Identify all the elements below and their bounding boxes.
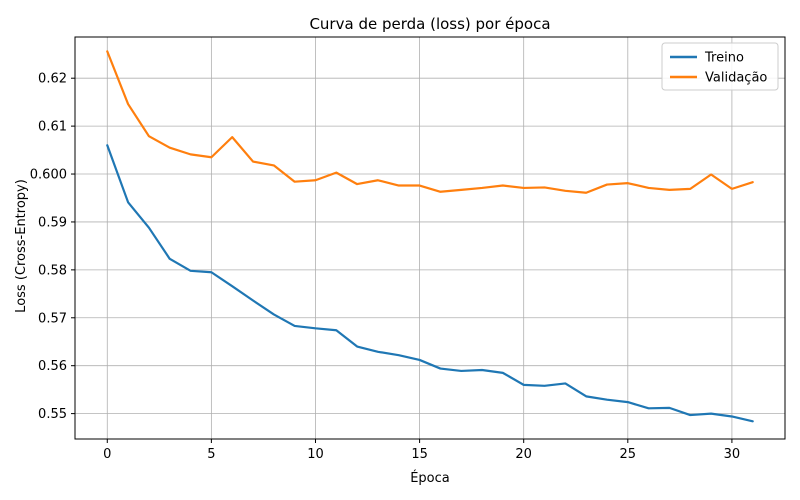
x-axis-label: Época bbox=[410, 470, 450, 486]
series-line-treino bbox=[106, 144, 754, 423]
y-tick-label: 0.57 bbox=[38, 311, 67, 326]
y-axis-ticks: 0.55 0.56 0.57 0.58 0.59 0.600 0.61 0.62 bbox=[30, 72, 75, 422]
chart-title: Curva de perda (loss) por época bbox=[309, 15, 550, 33]
y-tick-label: 0.61 bbox=[38, 120, 67, 135]
x-tick-label: 15 bbox=[411, 447, 428, 462]
series-layer bbox=[106, 50, 754, 423]
y-tick-label: 0.600 bbox=[30, 168, 67, 183]
y-tick-label: 0.58 bbox=[38, 263, 67, 278]
legend-label-validacao: Validação bbox=[705, 71, 767, 86]
x-tick-label: 20 bbox=[515, 447, 532, 462]
series-line-validacao bbox=[106, 50, 754, 194]
y-tick-label: 0.56 bbox=[38, 359, 67, 374]
plot-frame bbox=[74, 36, 786, 440]
y-tick-label: 0.62 bbox=[38, 72, 67, 87]
legend-label-treino: Treino bbox=[704, 51, 744, 66]
x-tick-label: 5 bbox=[207, 447, 215, 462]
x-axis-ticks: 0 5 10 15 20 25 30 bbox=[103, 439, 740, 462]
x-tick-label: 0 bbox=[103, 447, 111, 462]
legend: Treino Validação bbox=[661, 42, 779, 91]
x-tick-label: 25 bbox=[620, 447, 637, 462]
y-axis-label: Loss (Cross-Entropy) bbox=[14, 179, 29, 313]
y-tick-label: 0.55 bbox=[38, 407, 67, 422]
grid-lines bbox=[75, 37, 785, 439]
x-tick-label: 10 bbox=[307, 447, 324, 462]
x-tick-label: 30 bbox=[724, 447, 741, 462]
y-tick-label: 0.59 bbox=[38, 215, 67, 230]
